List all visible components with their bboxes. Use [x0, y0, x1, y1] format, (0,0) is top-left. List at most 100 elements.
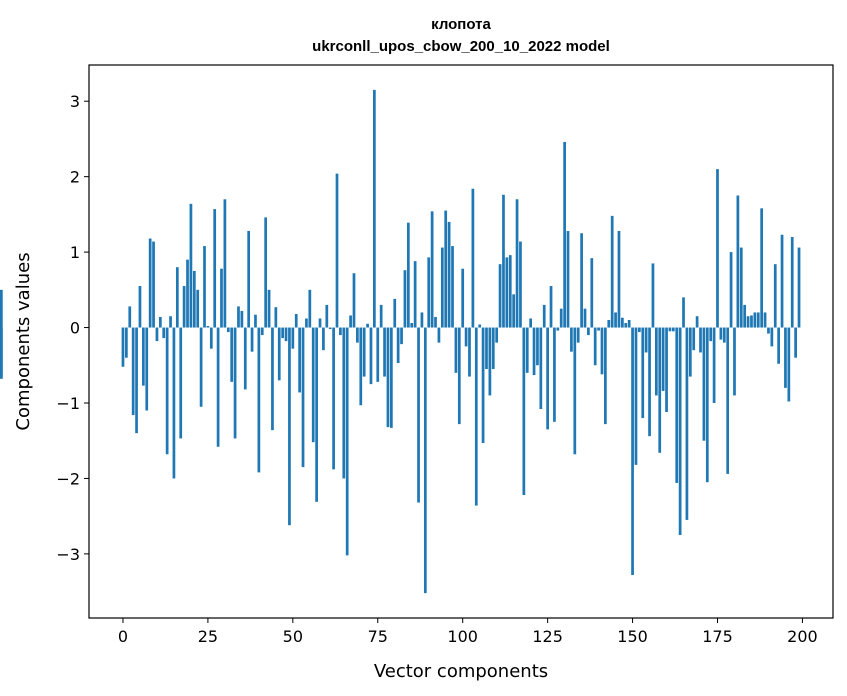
bar [505, 257, 509, 328]
bar [519, 241, 522, 328]
bar [485, 327, 488, 370]
bar [502, 194, 505, 328]
x-tick-label: 150 [617, 627, 648, 646]
bar [131, 327, 135, 416]
y-axis-label: Components values [13, 252, 34, 430]
bar [624, 323, 628, 328]
bar [767, 327, 770, 334]
bar [311, 327, 315, 443]
bar [271, 327, 274, 431]
bar [654, 327, 658, 396]
bar [617, 230, 621, 328]
bar [559, 308, 563, 328]
bar [243, 327, 247, 390]
bar [685, 327, 689, 520]
x-tick-label: 25 [198, 627, 218, 646]
bar [753, 312, 757, 328]
bar [587, 327, 590, 336]
bar [277, 327, 281, 381]
bar [0, 327, 3, 379]
bar [362, 327, 366, 377]
bar [631, 327, 634, 575]
bar [597, 327, 600, 331]
bar [474, 327, 478, 506]
bar [247, 230, 251, 328]
bar [719, 327, 723, 340]
bar [665, 327, 668, 413]
bar [736, 195, 740, 328]
x-axis-label: Vector components [374, 661, 548, 682]
bar [135, 327, 138, 434]
y-tick-label: −1 [56, 394, 80, 413]
bar [352, 273, 356, 328]
bar [590, 258, 594, 328]
bar [773, 264, 777, 328]
bar [373, 89, 376, 328]
bar [366, 323, 369, 328]
bar [138, 286, 142, 328]
bar [301, 327, 305, 468]
bar [172, 327, 176, 479]
bar [739, 247, 743, 328]
bar [376, 327, 380, 382]
bar [695, 316, 699, 328]
bar [199, 327, 203, 407]
bar [430, 211, 434, 328]
bar [379, 304, 383, 328]
bar [413, 261, 417, 328]
bar [325, 304, 329, 328]
bar [675, 327, 679, 483]
bar [162, 327, 166, 339]
bar [532, 327, 536, 376]
bar [498, 264, 502, 328]
bar [770, 327, 774, 347]
bar [383, 327, 386, 377]
bar [525, 327, 529, 373]
bar [284, 327, 288, 342]
bar [315, 327, 318, 502]
bar [488, 327, 492, 396]
bar [760, 208, 764, 328]
bar [257, 327, 261, 473]
bar [152, 241, 155, 328]
bar [420, 312, 424, 328]
bar [678, 327, 682, 536]
bar [308, 289, 312, 328]
bar [729, 252, 733, 328]
bar [250, 327, 254, 352]
bar [220, 268, 223, 328]
bar [658, 327, 662, 453]
bar [186, 259, 189, 328]
x-tick-label: 175 [702, 627, 733, 646]
bar [794, 327, 797, 358]
bar [328, 327, 332, 330]
bars-group [0, 89, 801, 594]
bar [614, 312, 617, 328]
bar [393, 298, 397, 328]
x-tick-label: 100 [447, 627, 478, 646]
bar [260, 327, 264, 336]
bar [169, 316, 172, 328]
bar [797, 247, 801, 328]
bar [369, 327, 373, 385]
bar [743, 304, 747, 328]
bar [726, 327, 730, 474]
bar [322, 327, 325, 351]
bar [600, 327, 604, 375]
bar [471, 188, 475, 328]
bar [182, 286, 186, 328]
bar [508, 255, 512, 328]
bar [437, 327, 441, 343]
bar [648, 327, 651, 437]
y-tick-label: −2 [56, 469, 80, 488]
bar [546, 327, 549, 430]
bar [423, 327, 427, 594]
bar [396, 327, 400, 363]
bar [237, 306, 240, 328]
bar [349, 315, 352, 328]
bar [638, 327, 641, 333]
bar [604, 327, 607, 425]
bar [121, 327, 125, 367]
x-tick-label: 50 [283, 627, 303, 646]
